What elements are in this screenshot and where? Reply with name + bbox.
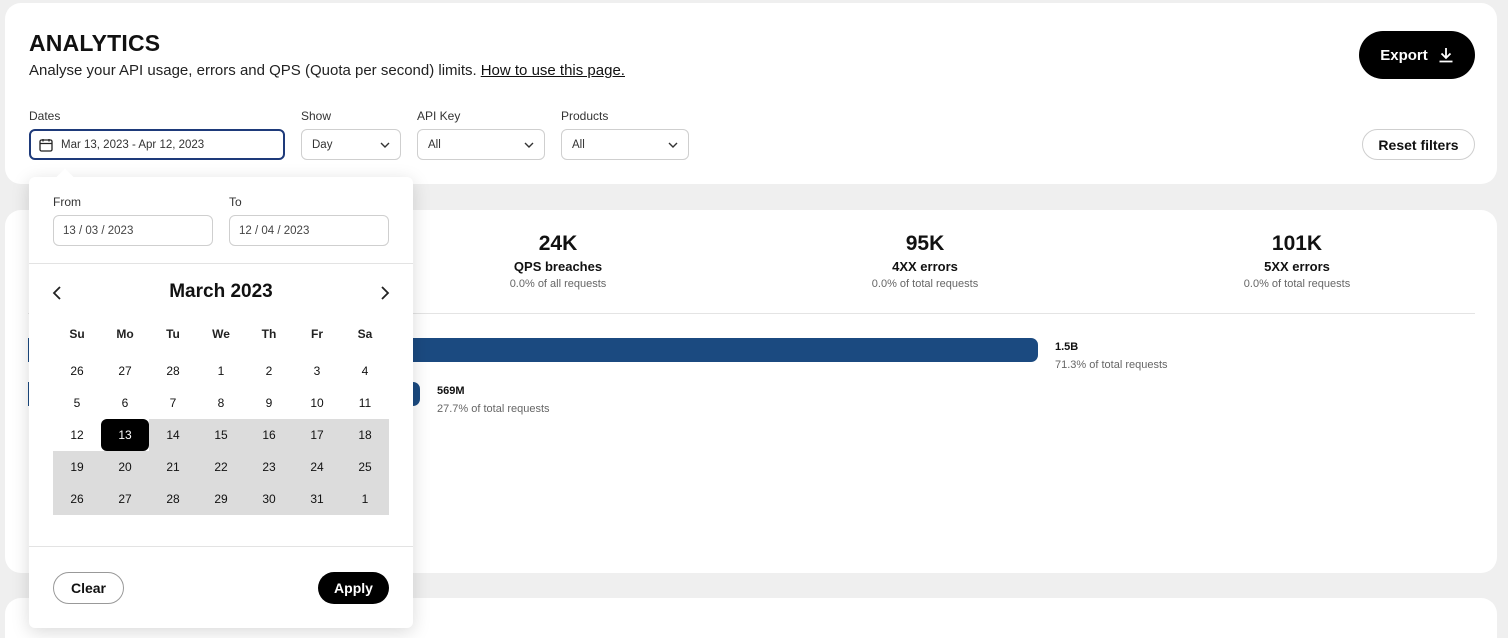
calendar-day[interactable]: 1 (341, 483, 389, 515)
show-select[interactable]: Day (301, 129, 401, 160)
chevron-down-icon (380, 142, 390, 148)
from-label: From (53, 195, 81, 209)
stat-value: 24K (538, 232, 578, 255)
calendar-day[interactable]: 23 (245, 451, 293, 483)
calendar-day[interactable]: 27 (118, 364, 132, 378)
chevron-down-icon (524, 142, 534, 148)
calendar-day[interactable]: 11 (358, 396, 372, 410)
calendar-day[interactable]: 1 (217, 364, 225, 378)
bar-subtext: 71.3% of total requests (1055, 359, 1168, 371)
stat-label: 5XX errors (1264, 259, 1330, 274)
calendar-day[interactable]: 28 (149, 483, 197, 515)
bar-value: 569M (437, 385, 465, 397)
stat-value: 101K (1271, 232, 1323, 255)
calendar-day[interactable]: 5 (73, 396, 81, 410)
stat-5xx-errors: 101K 5XX errors 0.0% of total requests (1177, 232, 1417, 290)
stat-subtext: 0.0% of total requests (871, 278, 979, 290)
date-picker-popover: From To 13 / 03 / 2023 12 / 04 / 2023 Ma… (29, 168, 413, 628)
popover-divider (29, 546, 413, 547)
stat-subtext: 0.0% of all requests (509, 278, 607, 290)
calendar-day[interactable]: 2 (265, 364, 273, 378)
download-icon (1439, 48, 1453, 63)
stats-divider (28, 313, 1475, 314)
chevron-left-icon (52, 286, 61, 300)
popover-divider (29, 263, 413, 264)
weekday-header: Sa (357, 327, 373, 341)
chevron-right-icon (381, 286, 390, 300)
calendar-day[interactable]: 21 (149, 451, 197, 483)
calendar-day[interactable]: 31 (293, 483, 341, 515)
calendar-day[interactable]: 18 (341, 419, 389, 451)
show-value: Day (312, 138, 333, 151)
calendar-day[interactable]: 19 (53, 451, 101, 483)
calendar-day[interactable]: 29 (197, 483, 245, 515)
stat-subtext: 0.0% of total requests (1243, 278, 1351, 290)
subtitle-text: Analyse your API usage, errors and QPS (… (29, 62, 477, 79)
calendar-icon (39, 138, 53, 152)
help-link[interactable]: How to use this page. (480, 62, 625, 79)
calendar-day[interactable]: 22 (197, 451, 245, 483)
bar-subtext: 27.7% of total requests (437, 403, 550, 415)
calendar-day[interactable]: 7 (169, 396, 177, 410)
weekday-header: Mo (116, 327, 134, 341)
clear-button[interactable]: Clear (53, 572, 124, 604)
date-range-input[interactable]: Mar 13, 2023 - Apr 12, 2023 (29, 129, 285, 160)
chevron-down-icon (668, 142, 678, 148)
stat-4xx-errors: 95K 4XX errors 0.0% of total requests (805, 232, 1045, 290)
month-title: March 2023 (169, 281, 273, 302)
calendar-day[interactable]: 8 (217, 396, 225, 410)
api-key-label: API Key (417, 109, 461, 123)
weekday-header: Th (261, 327, 277, 341)
calendar-day[interactable]: 15 (197, 419, 245, 451)
stat-value: 95K (905, 232, 945, 255)
apply-button[interactable]: Apply (318, 572, 389, 604)
calendar-day[interactable]: 12 (70, 428, 84, 442)
api-key-select[interactable]: All (417, 129, 545, 160)
calendar-day[interactable]: 17 (293, 419, 341, 451)
weekday-header: Su (69, 327, 85, 341)
products-label: Products (561, 109, 609, 123)
calendar-day[interactable]: 20 (101, 451, 149, 483)
calendar-day[interactable]: 30 (245, 483, 293, 515)
weekday-header: Tu (166, 327, 180, 341)
page-title: ANALYTICS (29, 30, 161, 56)
stat-label: QPS breaches (513, 259, 603, 274)
calendar-day-selected[interactable]: 13 (101, 419, 149, 451)
calendar-day[interactable]: 24 (293, 451, 341, 483)
date-range-value: Mar 13, 2023 - Apr 12, 2023 (61, 138, 205, 151)
products-value: All (572, 138, 585, 151)
stat-label: 4XX errors (892, 259, 958, 274)
calendar-day[interactable]: 26 (70, 364, 84, 378)
bar-value: 1.5B (1055, 341, 1079, 353)
calendar-day[interactable]: 4 (361, 364, 369, 378)
weekday-header: Fr (311, 327, 323, 341)
api-key-value: All (428, 138, 441, 151)
to-date-input[interactable]: 12 / 04 / 2023 (229, 215, 389, 246)
weekday-header: We (212, 327, 230, 341)
calendar-day[interactable]: 10 (310, 396, 324, 410)
calendar-day[interactable]: 27 (101, 483, 149, 515)
prev-month-button[interactable] (48, 284, 66, 302)
export-button[interactable]: Export (1359, 31, 1475, 79)
calendar-day[interactable]: 26 (53, 483, 101, 515)
from-date-input[interactable]: 13 / 03 / 2023 (53, 215, 213, 246)
products-select[interactable]: All (561, 129, 689, 160)
to-label: To (229, 195, 242, 209)
show-label: Show (301, 109, 332, 123)
calendar-day[interactable]: 9 (265, 396, 273, 410)
calendar-day[interactable]: 25 (341, 451, 389, 483)
dates-label: Dates (29, 109, 61, 123)
calendar-day[interactable]: 14 (149, 419, 197, 451)
page-subtitle: Analyse your API usage, errors and QPS (… (29, 62, 625, 79)
next-month-button[interactable] (376, 284, 394, 302)
calendar-day[interactable]: 6 (121, 396, 129, 410)
calendar-day[interactable]: 3 (313, 364, 321, 378)
calendar-day[interactable]: 28 (166, 364, 180, 378)
export-label: Export (1380, 46, 1428, 64)
stat-qps-breaches: 24K QPS breaches 0.0% of all requests (438, 232, 678, 290)
calendar-day[interactable]: 16 (245, 419, 293, 451)
reset-filters-button[interactable]: Reset filters (1362, 129, 1475, 160)
